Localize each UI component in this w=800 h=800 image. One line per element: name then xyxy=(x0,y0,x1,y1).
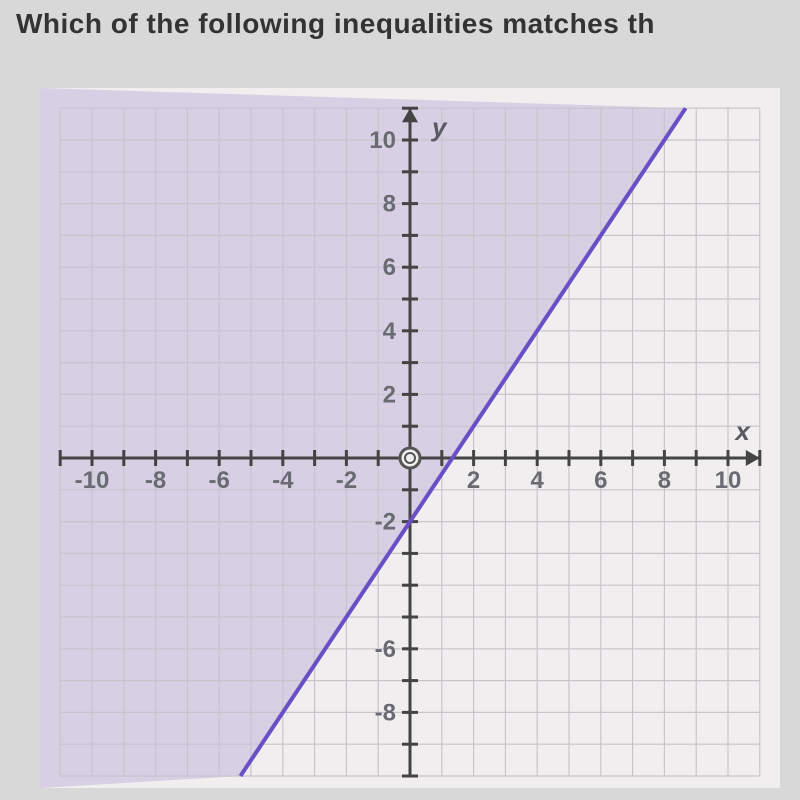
svg-text:2: 2 xyxy=(467,467,480,494)
svg-text:-8: -8 xyxy=(375,699,396,726)
x-axis-label: x xyxy=(733,416,751,446)
svg-text:2: 2 xyxy=(383,381,396,408)
y-axis-label: y xyxy=(430,112,448,142)
question-text: Which of the following inequalities matc… xyxy=(0,0,800,48)
svg-text:10: 10 xyxy=(715,467,742,494)
svg-text:8: 8 xyxy=(383,191,396,218)
svg-text:8: 8 xyxy=(658,467,671,494)
inequality-graph: -10 -8 -6 -4 -2 2 4 6 8 10 -8 -6 -2 2 4 6 8 10 x y xyxy=(40,88,780,788)
svg-text:-2: -2 xyxy=(375,509,396,536)
svg-text:-4: -4 xyxy=(272,467,294,494)
svg-text:-8: -8 xyxy=(145,467,166,494)
svg-text:-6: -6 xyxy=(375,636,396,663)
svg-text:-10: -10 xyxy=(75,467,110,494)
svg-text:10: 10 xyxy=(369,127,396,154)
svg-text:6: 6 xyxy=(594,467,607,494)
svg-text:-6: -6 xyxy=(209,467,230,494)
svg-text:-2: -2 xyxy=(336,467,357,494)
svg-text:6: 6 xyxy=(383,254,396,281)
svg-text:4: 4 xyxy=(383,318,397,345)
coordinate-plane: -10 -8 -6 -4 -2 2 4 6 8 10 -8 -6 -2 2 4 6 8 10 x y xyxy=(40,88,780,788)
svg-text:4: 4 xyxy=(531,467,545,494)
